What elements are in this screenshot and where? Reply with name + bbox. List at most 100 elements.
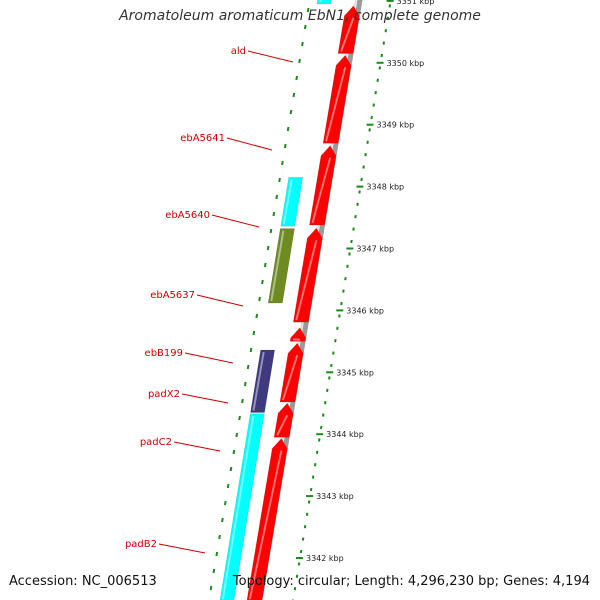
outer-ruler-dot <box>376 78 379 82</box>
outer-ruler-dot <box>352 227 355 231</box>
ruler-tick-label: 3343 kbp <box>316 492 354 501</box>
outer-ruler-dot <box>332 351 335 355</box>
outer-ruler-dot <box>311 475 315 479</box>
ruler-tick-label: 3344 kbp <box>326 430 364 439</box>
ruler-tick-label: 3351 kbp <box>397 0 435 6</box>
gene-label-padX2: padX2 <box>148 389 180 400</box>
ruler-tick-label: 3347 kbp <box>356 245 394 254</box>
inner-ruler-dot <box>249 347 253 353</box>
outer-ruler-dot <box>386 16 390 20</box>
gene-feature-shine-5 <box>282 354 299 401</box>
inner-ruler-dot <box>226 483 230 489</box>
ruler-tick-label: 3342 kbp <box>306 554 344 563</box>
ruler-tick-label: 3346 kbp <box>346 306 384 315</box>
gene-feature-forward-4 <box>289 327 307 342</box>
gene-feature-shine-6 <box>276 414 289 436</box>
leader-line-ebA5637 <box>196 294 244 307</box>
outer-ruler-dot <box>346 264 349 268</box>
ruler-tick-label: 3348 kbp <box>366 183 404 192</box>
gene-feature-shine-0 <box>340 17 355 52</box>
inner-ruler-dot <box>223 500 227 506</box>
outer-ruler-dot <box>354 215 357 219</box>
outer-ruler-dot <box>299 549 303 554</box>
outer-ruler-dot <box>322 413 325 417</box>
inner-ruler-dot <box>241 398 244 404</box>
inner-ruler-dot <box>272 211 276 217</box>
gene-feature-reverse-9 <box>280 177 304 227</box>
outer-ruler-dot <box>368 128 371 132</box>
inner-ruler-dot <box>229 466 233 472</box>
outer-ruler-dot <box>315 450 319 454</box>
gene-feature-shine-8 <box>318 0 322 3</box>
outer-ruler-dot <box>295 574 299 578</box>
gene-feature-forward-0 <box>337 5 360 54</box>
ruler-tick-label: 3350 kbp <box>387 59 425 68</box>
leader-line-ebB199 <box>184 352 234 364</box>
inner-ruler-dot <box>246 364 250 370</box>
outer-ruler-dot <box>301 537 305 541</box>
inner-ruler-dot <box>306 7 310 13</box>
gene-feature-forward-2 <box>309 145 337 226</box>
outer-ruler-dot <box>342 289 345 293</box>
inner-ruler-dot <box>255 313 259 319</box>
gene-feature-forward-7 <box>246 438 288 600</box>
inner-ruler-dot <box>286 126 290 132</box>
gene-feature-reverse-13 <box>219 413 265 600</box>
inner-ruler-dot <box>295 75 299 81</box>
gene-feature-reverse-11 <box>267 228 295 304</box>
accession-label: Accession: NC_006513 <box>9 574 157 589</box>
leader-line-padB2 <box>158 543 206 554</box>
inner-ruler-dot <box>263 262 267 268</box>
inner-ruler-dot <box>281 160 284 166</box>
outer-ruler-dot <box>313 463 317 467</box>
gene-feature-forward-3 <box>292 227 323 323</box>
outer-ruler-dot <box>307 500 311 504</box>
outer-ruler-dot <box>366 140 369 144</box>
gene-label-ebA5637: ebA5637 <box>150 290 195 301</box>
gene-label-padB2: padB2 <box>125 539 157 550</box>
leader-line-padX2 <box>181 393 229 404</box>
outer-ruler-dot <box>348 252 351 256</box>
inner-ruler-dot <box>266 245 270 251</box>
outer-ruler-dot <box>320 425 323 430</box>
outer-ruler-dot <box>362 165 365 169</box>
inner-ruler-dot <box>235 432 239 438</box>
gene-feature-reverse-12 <box>250 349 276 413</box>
gene-label-ebA5640: ebA5640 <box>165 210 210 221</box>
outer-ruler-dot <box>382 41 386 45</box>
outer-ruler-dot <box>374 91 377 95</box>
outer-ruler-dot <box>380 53 383 58</box>
outer-ruler-dot <box>305 512 309 516</box>
outer-ruler-dot <box>384 29 388 33</box>
inner-ruler-dot <box>221 517 224 523</box>
outer-ruler-dot <box>378 66 381 70</box>
inner-ruler-dot <box>301 41 304 47</box>
gene-label-padC2: padC2 <box>140 437 172 448</box>
gene-feature-shine-3 <box>295 239 318 321</box>
gene-feature-shine-13 <box>221 415 255 600</box>
inner-ruler-dot <box>289 109 293 115</box>
gene-feature-forward-6 <box>273 402 294 438</box>
inner-ruler-dot <box>209 585 213 591</box>
outer-ruler-dot <box>309 487 313 492</box>
outer-ruler-dot <box>338 314 341 318</box>
outer-ruler-dot <box>317 438 321 442</box>
gene-label-ebA5641: ebA5641 <box>180 133 225 144</box>
inner-ruler-dot <box>218 534 221 540</box>
inner-ruler-dot <box>232 449 236 455</box>
leader-line-padC2 <box>173 441 221 452</box>
outer-ruler-dot <box>372 103 375 107</box>
inner-ruler-dot <box>298 58 301 64</box>
genome-summary-label: Topology: circular; Length: 4,296,230 bp… <box>232 574 590 589</box>
ruler-tick-label: 3349 kbp <box>376 121 414 130</box>
gene-feature-shine-7 <box>248 450 283 600</box>
gene-label-ald: ald <box>231 46 246 57</box>
outer-ruler-dot <box>297 562 301 566</box>
inner-ruler-dot <box>278 177 281 183</box>
outer-ruler-dot <box>334 339 337 343</box>
gene-feature-shine-2 <box>311 157 332 224</box>
outer-ruler-dot <box>350 239 353 244</box>
outer-ruler-dot <box>358 190 361 194</box>
outer-ruler-dot <box>344 277 347 281</box>
